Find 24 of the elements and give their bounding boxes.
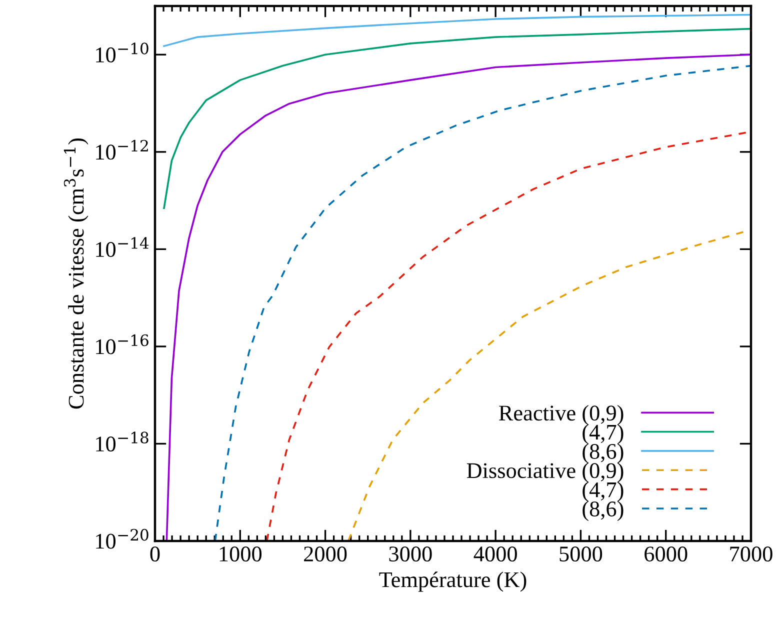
legend-label: (4,7)	[582, 424, 624, 444]
y-tick-label: 10$^{−14}$	[96, 237, 149, 257]
x-tick-label: 0	[150, 546, 160, 562]
legend-label: (4,7)	[582, 482, 624, 502]
legend-label: Dissociative (0,9)	[466, 462, 624, 483]
y-tick-label: 10$^{−20}$	[96, 528, 148, 549]
y-tick-label: 10$^{−16}$	[96, 334, 148, 354]
x-tick-label: 1000	[220, 546, 262, 562]
y-tick-label: 10$^{−18}$	[96, 432, 148, 452]
legend-label: (8,6)	[582, 500, 624, 521]
x-tick-label: 3000	[389, 546, 432, 562]
legend-label: (8,6)	[582, 443, 624, 464]
x-tick-label: 7000	[730, 546, 772, 562]
y-axis-title: Constante de vitesse (cm$^{3}$s$^{−1}$)	[64, 138, 88, 409]
x-axis-title: Température (K)	[379, 572, 526, 592]
legend-label: Reactive (0,9)	[499, 404, 624, 426]
line-series	[163, 14, 751, 47]
x-tick-label: 5000	[560, 546, 602, 562]
y-tick-label: 10$^{−10}$	[96, 42, 148, 62]
y-tick-label: 10$^{−12}$	[96, 140, 148, 160]
x-tick-label: 6000	[644, 546, 688, 562]
x-tick-label: 4000	[474, 546, 517, 562]
line-series	[163, 28, 751, 209]
x-tick-label: 2000	[304, 546, 347, 562]
